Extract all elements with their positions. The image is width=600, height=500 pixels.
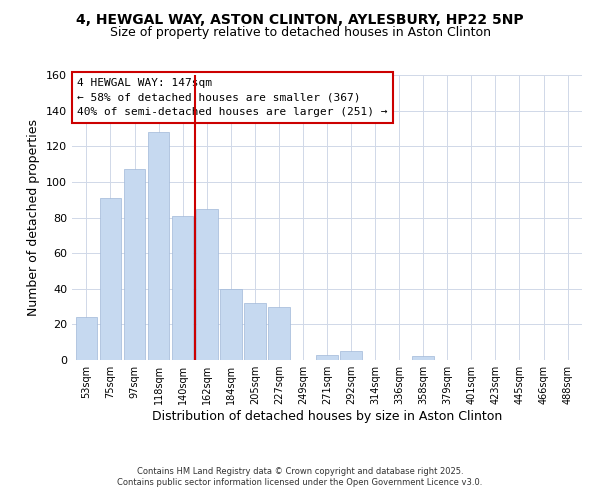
Bar xyxy=(100,198,121,360)
Bar xyxy=(124,170,145,360)
Bar xyxy=(244,303,266,360)
Y-axis label: Number of detached properties: Number of detached properties xyxy=(28,119,40,316)
Bar xyxy=(172,216,193,360)
Text: Contains public sector information licensed under the Open Government Licence v3: Contains public sector information licen… xyxy=(118,478,482,487)
Bar xyxy=(148,132,169,360)
X-axis label: Distribution of detached houses by size in Aston Clinton: Distribution of detached houses by size … xyxy=(152,410,502,423)
Bar xyxy=(220,289,242,360)
Text: Size of property relative to detached houses in Aston Clinton: Size of property relative to detached ho… xyxy=(110,26,491,39)
Bar xyxy=(316,354,338,360)
Bar xyxy=(340,351,362,360)
Bar xyxy=(196,208,218,360)
Bar xyxy=(268,306,290,360)
Text: Contains HM Land Registry data © Crown copyright and database right 2025.: Contains HM Land Registry data © Crown c… xyxy=(137,467,463,476)
Text: 4 HEWGAL WAY: 147sqm
← 58% of detached houses are smaller (367)
40% of semi-deta: 4 HEWGAL WAY: 147sqm ← 58% of detached h… xyxy=(77,78,388,118)
Text: 4, HEWGAL WAY, ASTON CLINTON, AYLESBURY, HP22 5NP: 4, HEWGAL WAY, ASTON CLINTON, AYLESBURY,… xyxy=(76,12,524,26)
Bar xyxy=(412,356,434,360)
Bar xyxy=(76,318,97,360)
